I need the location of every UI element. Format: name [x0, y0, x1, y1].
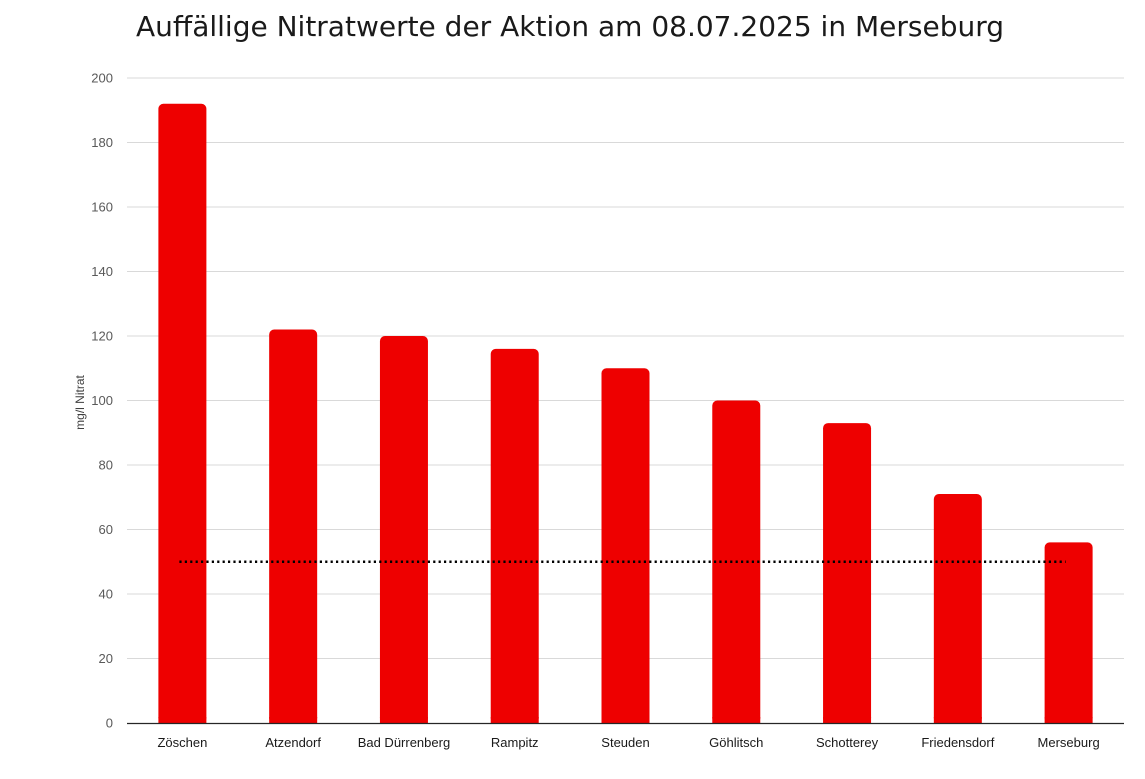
- y-tick-label: 200: [91, 71, 113, 86]
- y-axis-label: mg/l Nitrat: [73, 375, 87, 430]
- bar-base-5: [712, 717, 761, 723]
- category-label: Steuden: [601, 735, 649, 750]
- bar-base-2: [379, 717, 428, 723]
- bar-7: [933, 494, 982, 723]
- category-label: Bad Dürrenberg: [358, 735, 451, 750]
- bars: [158, 103, 1093, 724]
- bar-8: [1044, 542, 1093, 723]
- bar-3: [490, 348, 539, 723]
- chart-title: Auffällige Nitratwerte der Aktion am 08.…: [136, 10, 1004, 43]
- y-tick-label: 140: [91, 264, 113, 279]
- bar-base-4: [601, 717, 650, 723]
- y-tick-label: 100: [91, 393, 113, 408]
- bar-base-7: [933, 717, 982, 723]
- bar-base-3: [490, 717, 539, 723]
- bar-1: [269, 329, 318, 723]
- category-label: Schotterey: [816, 735, 879, 750]
- bar-6: [823, 423, 872, 723]
- y-tick-label: 180: [91, 135, 113, 150]
- category-label: Zöschen: [157, 735, 207, 750]
- category-label: Rampitz: [491, 735, 539, 750]
- y-tick-label: 20: [99, 651, 113, 666]
- y-tick-label: 80: [99, 458, 113, 473]
- category-label: Atzendorf: [265, 735, 321, 750]
- bar-base-8: [1044, 717, 1093, 723]
- bar-0: [158, 103, 207, 724]
- y-tick-label: 120: [91, 329, 113, 344]
- bar-base-1: [269, 717, 318, 723]
- bar-2: [379, 336, 428, 723]
- bar-base-0: [158, 717, 207, 723]
- y-axis-ticks: 0 20 40 60 80 100 120 140 160 180 200: [91, 71, 113, 731]
- y-tick-label: 0: [106, 716, 113, 731]
- category-label: Göhlitsch: [709, 735, 763, 750]
- y-tick-label: 160: [91, 200, 113, 215]
- bar-base-6: [823, 717, 872, 723]
- category-labels: Zöschen Atzendorf Bad Dürrenberg Rampitz Ste…: [157, 735, 1099, 750]
- y-tick-label: 60: [99, 522, 113, 537]
- category-label: Friedensdorf: [921, 735, 994, 750]
- y-tick-label: 40: [99, 587, 113, 602]
- bar-4: [601, 368, 650, 723]
- category-label: Merseburg: [1038, 735, 1100, 750]
